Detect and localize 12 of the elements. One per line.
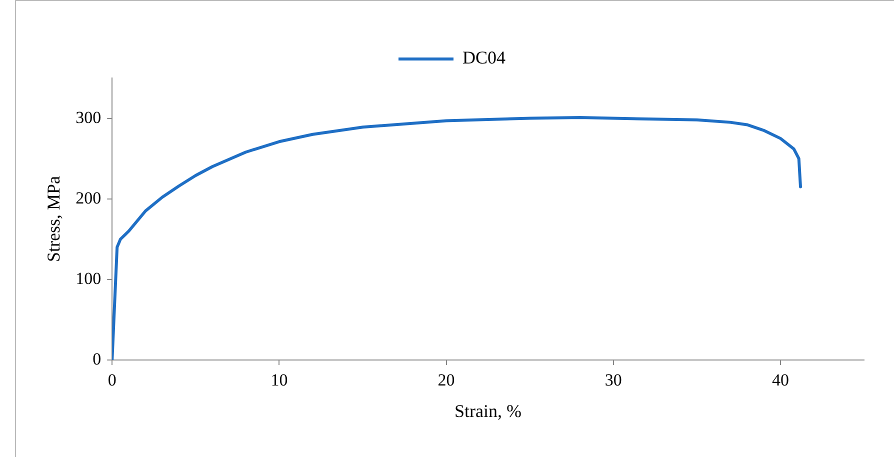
x-axis-title: Strain, % xyxy=(454,400,522,421)
y-tick-label: 100 xyxy=(76,268,102,288)
legend-label: DC04 xyxy=(462,48,506,68)
x-tick-label: 0 xyxy=(108,370,116,390)
x-tick-label: 20 xyxy=(438,370,455,390)
y-tick-label: 0 xyxy=(92,349,102,368)
x-tick-label: 10 xyxy=(270,370,288,390)
x-tick-label: 30 xyxy=(604,370,622,390)
y-tick-label: 300 xyxy=(76,108,102,127)
y-axis-title: Stress, MPa xyxy=(44,176,64,262)
x-tick-label: 40 xyxy=(772,370,789,390)
y-tick-label: 200 xyxy=(76,188,102,208)
